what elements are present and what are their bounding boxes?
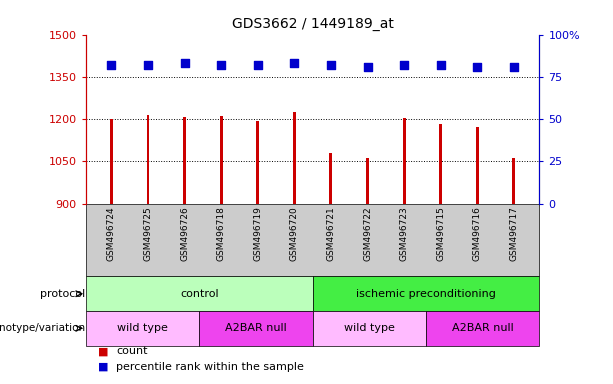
- Bar: [147, 115, 150, 204]
- Point: [253, 62, 262, 68]
- Text: ischemic preconditioning: ischemic preconditioning: [356, 289, 496, 299]
- Bar: [86, 311, 199, 346]
- Point: [399, 62, 409, 68]
- Bar: [293, 112, 296, 204]
- Text: genotype/variation: genotype/variation: [0, 323, 85, 333]
- Bar: [199, 311, 313, 346]
- Bar: [439, 124, 442, 204]
- Point: [326, 62, 336, 68]
- Bar: [313, 311, 426, 346]
- Point: [289, 60, 299, 66]
- Bar: [219, 116, 223, 204]
- Text: A2BAR null: A2BAR null: [452, 323, 514, 333]
- Text: control: control: [180, 289, 219, 299]
- Text: wild type: wild type: [117, 323, 168, 333]
- Point: [363, 64, 373, 70]
- Point: [509, 64, 519, 70]
- Point: [473, 64, 482, 70]
- Point: [143, 62, 153, 68]
- Text: percentile rank within the sample: percentile rank within the sample: [116, 362, 304, 372]
- Bar: [426, 311, 539, 346]
- Bar: [313, 276, 539, 311]
- Text: A2BAR null: A2BAR null: [225, 323, 287, 333]
- Bar: [86, 276, 313, 311]
- Point: [436, 62, 446, 68]
- Bar: [329, 153, 332, 204]
- Bar: [403, 118, 406, 204]
- Title: GDS3662 / 1449189_at: GDS3662 / 1449189_at: [232, 17, 394, 31]
- Text: count: count: [116, 346, 148, 356]
- Point: [180, 60, 189, 66]
- Text: wild type: wild type: [344, 323, 395, 333]
- Point: [107, 62, 116, 68]
- Text: ■: ■: [98, 362, 109, 372]
- Bar: [256, 121, 259, 204]
- Bar: [110, 119, 113, 204]
- Bar: [476, 127, 479, 204]
- Bar: [366, 158, 369, 204]
- Point: [216, 62, 226, 68]
- Bar: [183, 117, 186, 204]
- Text: ■: ■: [98, 346, 109, 356]
- Bar: [512, 158, 516, 204]
- Text: protocol: protocol: [40, 289, 85, 299]
